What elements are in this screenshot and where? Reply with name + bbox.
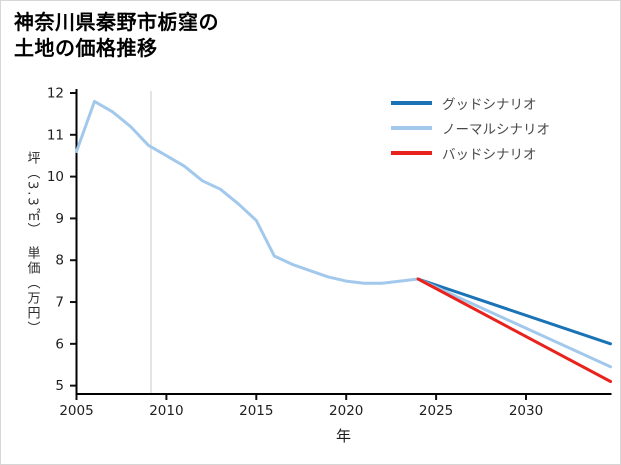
legend-swatch-bad bbox=[391, 151, 432, 155]
legend-item-good-scenario[interactable]: グッドシナリオ bbox=[391, 95, 550, 113]
legend-swatch-normal bbox=[391, 126, 432, 130]
x-tick-label: 2025 bbox=[419, 403, 453, 419]
chart-title-line1: 神奈川県秦野市栃窪の bbox=[14, 10, 219, 34]
scenario-line-2 bbox=[416, 277, 612, 383]
legend-label-normal: ノーマルシナリオ bbox=[442, 122, 550, 138]
x-axis-label: 年 bbox=[335, 427, 351, 445]
y-tick-label: 10 bbox=[47, 169, 64, 185]
x-tick-label: 2030 bbox=[509, 403, 543, 419]
x-tick-label: 2010 bbox=[149, 403, 183, 419]
y-tick-label: 8 bbox=[55, 253, 64, 269]
y-tick-label: 5 bbox=[55, 378, 64, 394]
chart-title: 神奈川県秦野市栃窪の 土地の価格推移 bbox=[14, 9, 219, 62]
y-tick-label: 6 bbox=[55, 336, 64, 352]
legend-item-bad-scenario[interactable]: バッドシナリオ bbox=[391, 145, 550, 163]
legend: グッドシナリオ ノーマルシナリオ バッドシナリオ bbox=[391, 95, 550, 170]
legend-label-good: グッドシナリオ bbox=[442, 97, 537, 113]
legend-item-normal-scenario[interactable]: ノーマルシナリオ bbox=[391, 120, 550, 138]
y-axis-label-wrap: 坪（3.3㎡） 単価（万円） bbox=[21, 93, 43, 394]
y-tick-label: 7 bbox=[55, 295, 64, 311]
x-tick-label: 2005 bbox=[59, 403, 93, 419]
chart-title-line2: 土地の価格推移 bbox=[14, 36, 158, 61]
history-price-line bbox=[75, 99, 420, 285]
y-tick-label: 11 bbox=[47, 127, 64, 143]
y-tick-label: 9 bbox=[55, 211, 64, 227]
legend-label-bad: バッドシナリオ bbox=[442, 147, 537, 163]
legend-swatch-good bbox=[391, 101, 432, 105]
y-axis-label: 坪（3.3㎡） 単価（万円） bbox=[24, 150, 40, 337]
y-tick-label: 12 bbox=[47, 86, 64, 102]
x-tick-label: 2015 bbox=[239, 403, 273, 419]
scenario-line-0 bbox=[416, 277, 612, 346]
x-tick-label: 2020 bbox=[329, 403, 363, 419]
scenario-line-1 bbox=[416, 277, 612, 369]
